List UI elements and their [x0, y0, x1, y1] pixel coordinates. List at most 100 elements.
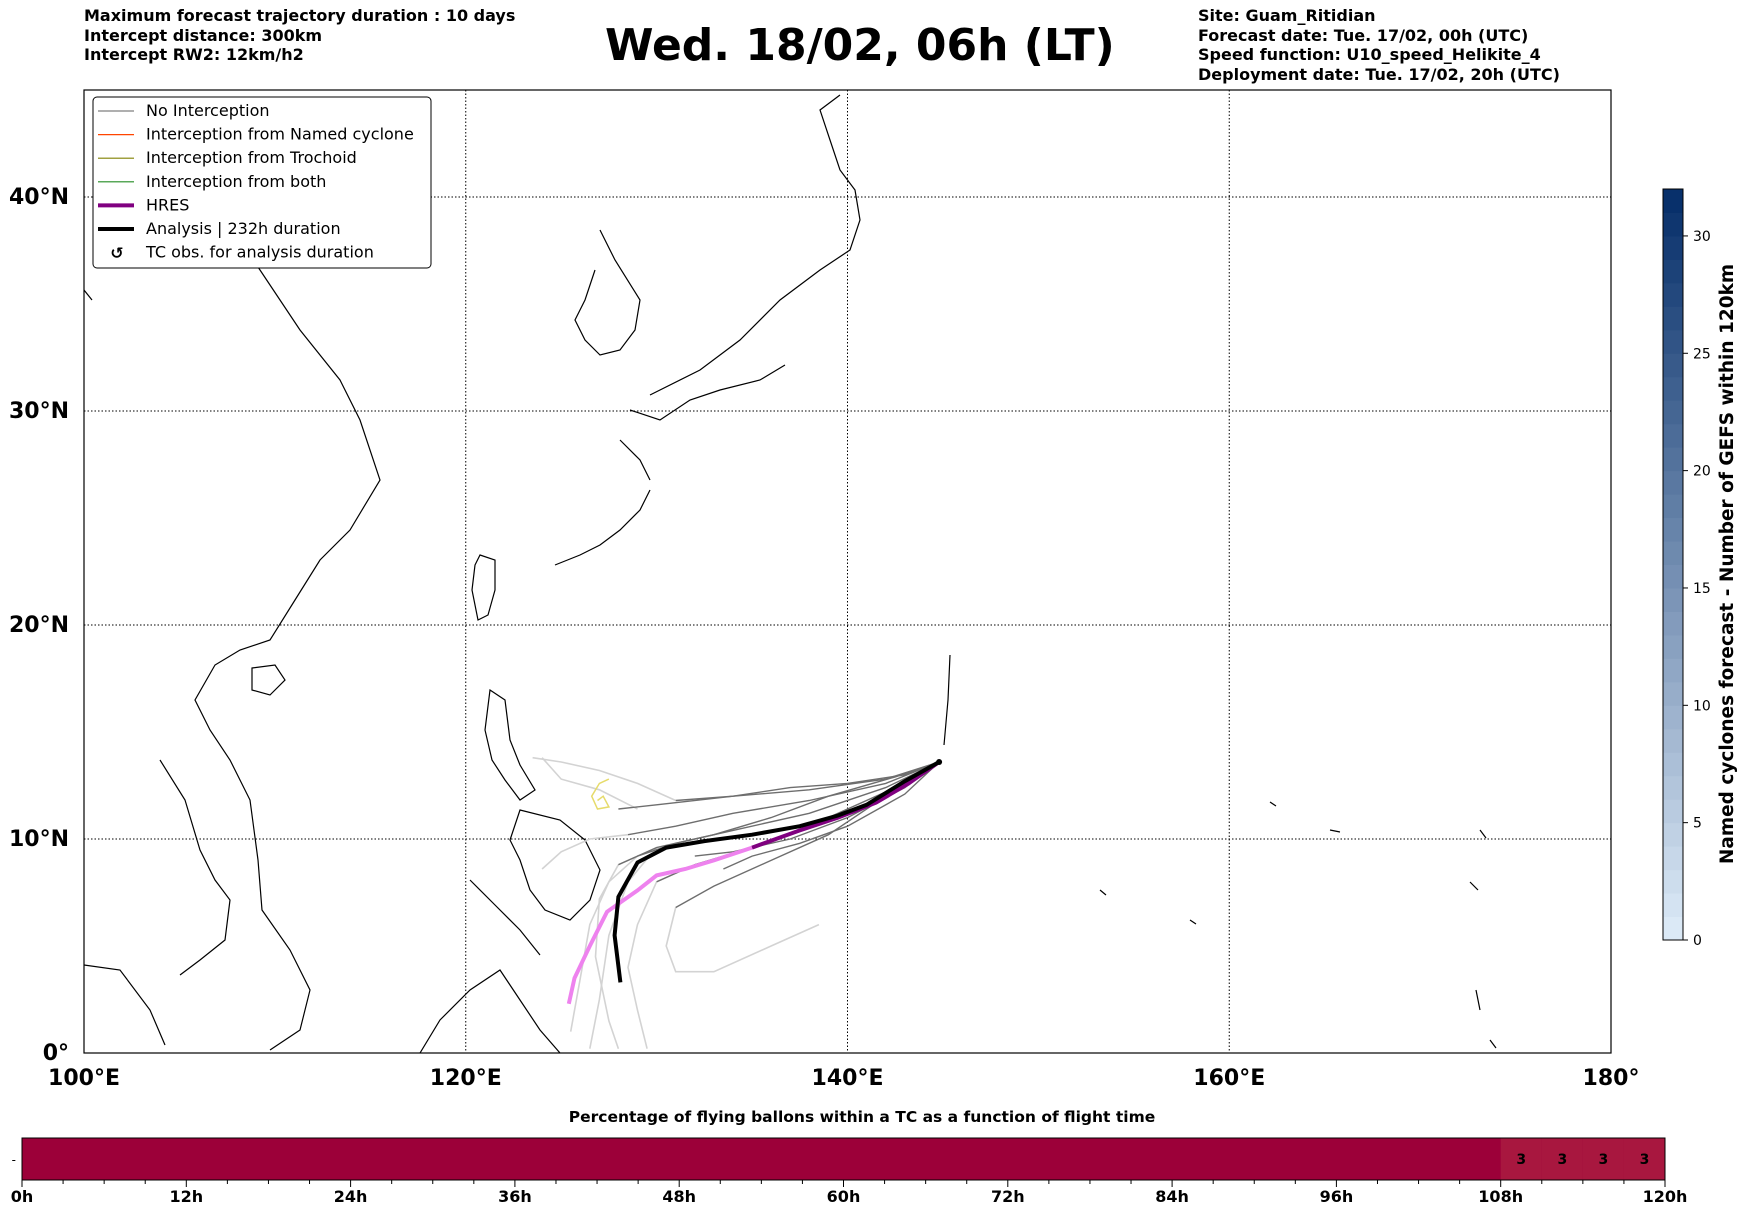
colorbar-step — [1663, 235, 1683, 260]
legend-label: HRES — [146, 195, 189, 214]
y-tick-label: 20°N — [9, 613, 69, 638]
bar-x-tick-label: 36h — [498, 1187, 532, 1206]
colorbar-step — [1663, 353, 1683, 378]
colorbar-step — [1663, 212, 1683, 237]
colorbar-label: Named cyclones forecast - Number of GEFS… — [1717, 264, 1738, 864]
legend-item: Analysis | 232h duration — [98, 219, 341, 238]
china-coastline — [84, 254, 381, 1051]
colorbar-tick-label: 30 — [1693, 229, 1711, 245]
colorbar-step — [1663, 564, 1683, 589]
bar-x-tick-label: 0h — [11, 1187, 34, 1206]
light-ensemble-track — [541, 833, 629, 870]
bar-chart-title: Percentage of flying ballons within a TC… — [569, 1108, 1156, 1126]
bar-segment — [1582, 1138, 1624, 1180]
legend-box — [92, 96, 432, 269]
forecast-date-text: Forecast date: Tue. 17/02, 00h (UTC) — [1198, 25, 1529, 45]
y-tick-label: 10°N — [9, 827, 69, 852]
launch-site-marker — [936, 758, 943, 765]
colorbar-step — [1663, 517, 1683, 542]
max-duration-text: Maximum forecast trajectory duration : 1… — [84, 6, 516, 25]
bar-segment-label: 3 — [1640, 1152, 1650, 1168]
light-ensemble-track — [569, 855, 639, 1032]
colorbar-step — [1663, 541, 1683, 565]
x-tick-label: 100°E — [48, 1066, 120, 1091]
light-ensemble-track — [594, 864, 620, 1049]
y-tick-label: 30°N — [9, 399, 69, 424]
x-tick-label: 140°E — [812, 1066, 884, 1091]
y-axis-labels: 0° 10°N 20°N 30°N 40°N — [9, 185, 69, 1066]
colorbar-tick-label: 10 — [1693, 698, 1711, 714]
colorbar-step — [1663, 306, 1683, 331]
light-ensemble-track — [532, 756, 677, 802]
legend-item: ↺ TC obs. for analysis duration — [110, 243, 374, 263]
colorbar-step — [1663, 893, 1683, 918]
colorbar-step — [1663, 611, 1683, 636]
tc-obs-symbol-icon: ↺ — [110, 244, 123, 263]
ryukyu-islands — [554, 489, 651, 566]
ensemble-track-no-interception — [627, 761, 940, 836]
colorbar-step — [1663, 752, 1683, 777]
bar-y-tick: - — [12, 1153, 16, 1167]
bar-x-tick-label: 120h — [1643, 1187, 1688, 1206]
legend-item: No Interception — [98, 101, 270, 120]
legend: No Interception Interception from Named c… — [92, 96, 432, 269]
colorbar-step — [1663, 728, 1683, 753]
bar-fill-main — [22, 1138, 1665, 1180]
ensemble-track-no-interception — [723, 761, 940, 870]
colorbar-step — [1663, 705, 1683, 730]
ensemble-track-no-interception — [618, 761, 940, 866]
luzon-coastline — [484, 688, 536, 801]
colorbar-step — [1663, 869, 1683, 894]
borneo-coastline — [419, 969, 561, 1053]
bar-x-tick-label: 48h — [662, 1187, 696, 1206]
trajectory-layer — [532, 756, 943, 1049]
bar-x-tick-label: 12h — [169, 1187, 203, 1206]
colorbar-step — [1663, 329, 1683, 354]
taiwan-coastline — [471, 554, 496, 621]
colorbar-tick-label: 25 — [1693, 346, 1711, 362]
legend-label: TC obs. for analysis duration — [145, 243, 374, 262]
legend-label: Analysis | 232h duration — [146, 219, 341, 238]
bar-segment-label: 3 — [1516, 1152, 1526, 1168]
colorbar-tick-label: 0 — [1693, 933, 1702, 949]
coastlines — [84, 94, 1497, 1053]
y-tick-label: 0° — [43, 1041, 69, 1066]
pacific-islands — [943, 654, 1497, 1049]
visayas-mindanao-coastline — [469, 809, 601, 956]
colorbar-step — [1663, 634, 1683, 659]
map-panel: 100°E 120°E 140°E 160°E 180° 0° 10°N 20°N 30°N 4… — [9, 89, 1640, 1091]
light-ensemble-track — [665, 907, 820, 973]
colorbar-step — [1663, 846, 1683, 871]
colorbar-step — [1663, 423, 1683, 448]
speed-function-text: Speed function: U10_speed_Helikite_4 — [1198, 45, 1541, 64]
left-header: Maximum forecast trajectory duration : 1… — [84, 6, 515, 65]
colorbar-step — [1663, 470, 1683, 495]
deployment-date-text: Deployment date: Tue. 17/02, 20h (UTC) — [1198, 64, 1560, 84]
right-header: Site: Guam_Ritidian Forecast date: Tue. … — [1198, 6, 1560, 84]
legend-item: Interception from Named cyclone — [98, 125, 414, 144]
colorbar: 0 5 10 15 20 25 30 Named cyclones forecast - N… — [1662, 188, 1738, 949]
colorbar-tick-label: 5 — [1693, 816, 1702, 832]
bar-segment — [1500, 1138, 1542, 1180]
site-text: Site: Guam_Ritidian — [1198, 6, 1376, 25]
colorbar-step — [1663, 189, 1683, 213]
colorbar-step — [1663, 916, 1683, 941]
flight-time-bar-chart: Percentage of flying ballons within a TC… — [11, 1108, 1688, 1206]
bar-x-tick-label: 96h — [1320, 1187, 1354, 1206]
colorbar-step — [1663, 775, 1683, 800]
legend-label: No Interception — [146, 101, 270, 120]
bar-segment-label: 3 — [1557, 1152, 1567, 1168]
chart-title: Wed. 18/02, 06h (LT) — [605, 20, 1115, 71]
trochoid-interception-track — [590, 778, 611, 810]
y-tick-label: 40°N — [9, 185, 69, 210]
bar-x-tick-label: 84h — [1155, 1187, 1189, 1206]
x-tick-label: 180° — [1583, 1066, 1640, 1091]
intercept-rw2-text: Intercept RW2: 12km/h2 — [84, 45, 304, 64]
x-tick-label: 160°E — [1193, 1066, 1265, 1091]
colorbar-step — [1663, 259, 1683, 284]
hres-track-late — [566, 845, 753, 1005]
colorbar-step — [1663, 822, 1683, 847]
colorbar-step — [1663, 282, 1683, 307]
bar-segment — [1541, 1138, 1583, 1180]
